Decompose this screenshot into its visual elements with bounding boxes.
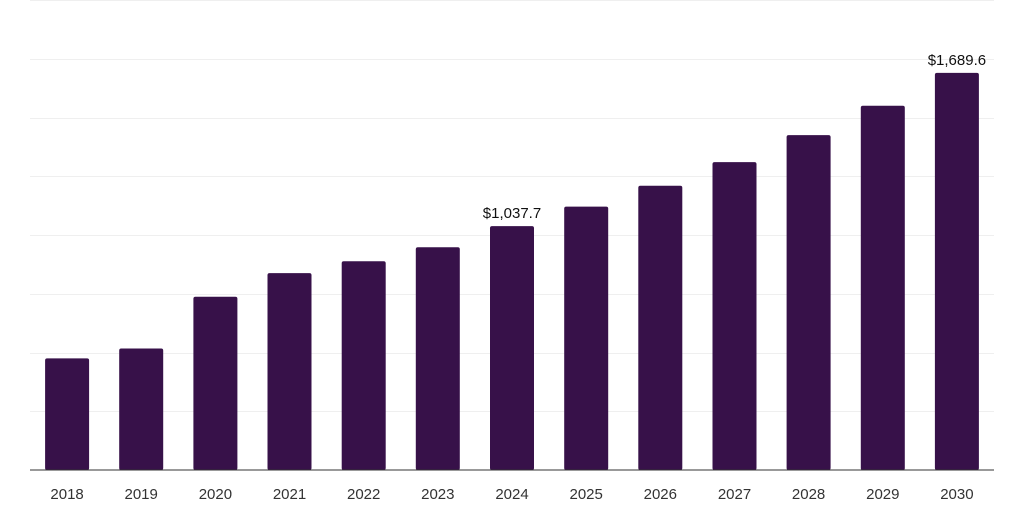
x-tick-label-2027: 2027 [718,486,751,503]
data-label-2024: $1,037.7 [483,205,541,222]
x-tick-label-2020: 2020 [199,486,232,503]
x-tick-label-2022: 2022 [347,486,380,503]
x-tick-label-2021: 2021 [273,486,306,503]
x-tick-label-2024: 2024 [495,486,528,503]
bar-2024[interactable] [490,226,534,470]
bar-2020[interactable] [193,296,238,470]
bar-2028[interactable] [786,135,831,470]
x-tick-label-2030: 2030 [940,486,973,503]
bar-2027[interactable] [712,162,757,470]
x-tick-label-2026: 2026 [644,486,677,503]
x-tick-labels: 2018 2019 2020 2021 2022 2023 2024 2025 2026 2027… [50,486,973,503]
x-tick-label-2018: 2018 [50,486,83,503]
bar-2019[interactable] [119,348,164,471]
bar-2030[interactable] [934,72,979,471]
bar-2022[interactable] [341,261,386,470]
bar-2026[interactable] [638,185,683,470]
bar-2021[interactable] [267,273,312,470]
bar-2025[interactable] [564,206,609,470]
bars [45,72,979,471]
bar-2018[interactable] [45,358,90,470]
data-labels: $1,037.7 $1,689.6 [483,52,986,222]
data-label-2030: $1,689.6 [928,52,986,69]
bar-2029[interactable] [860,105,905,471]
x-tick-label-2028: 2028 [792,486,825,503]
bar-2023[interactable] [415,247,460,470]
x-tick-label-2025: 2025 [570,486,603,503]
x-tick-label-2029: 2029 [866,486,899,503]
x-tick-label-2019: 2019 [125,486,158,503]
x-tick-label-2023: 2023 [421,486,454,503]
